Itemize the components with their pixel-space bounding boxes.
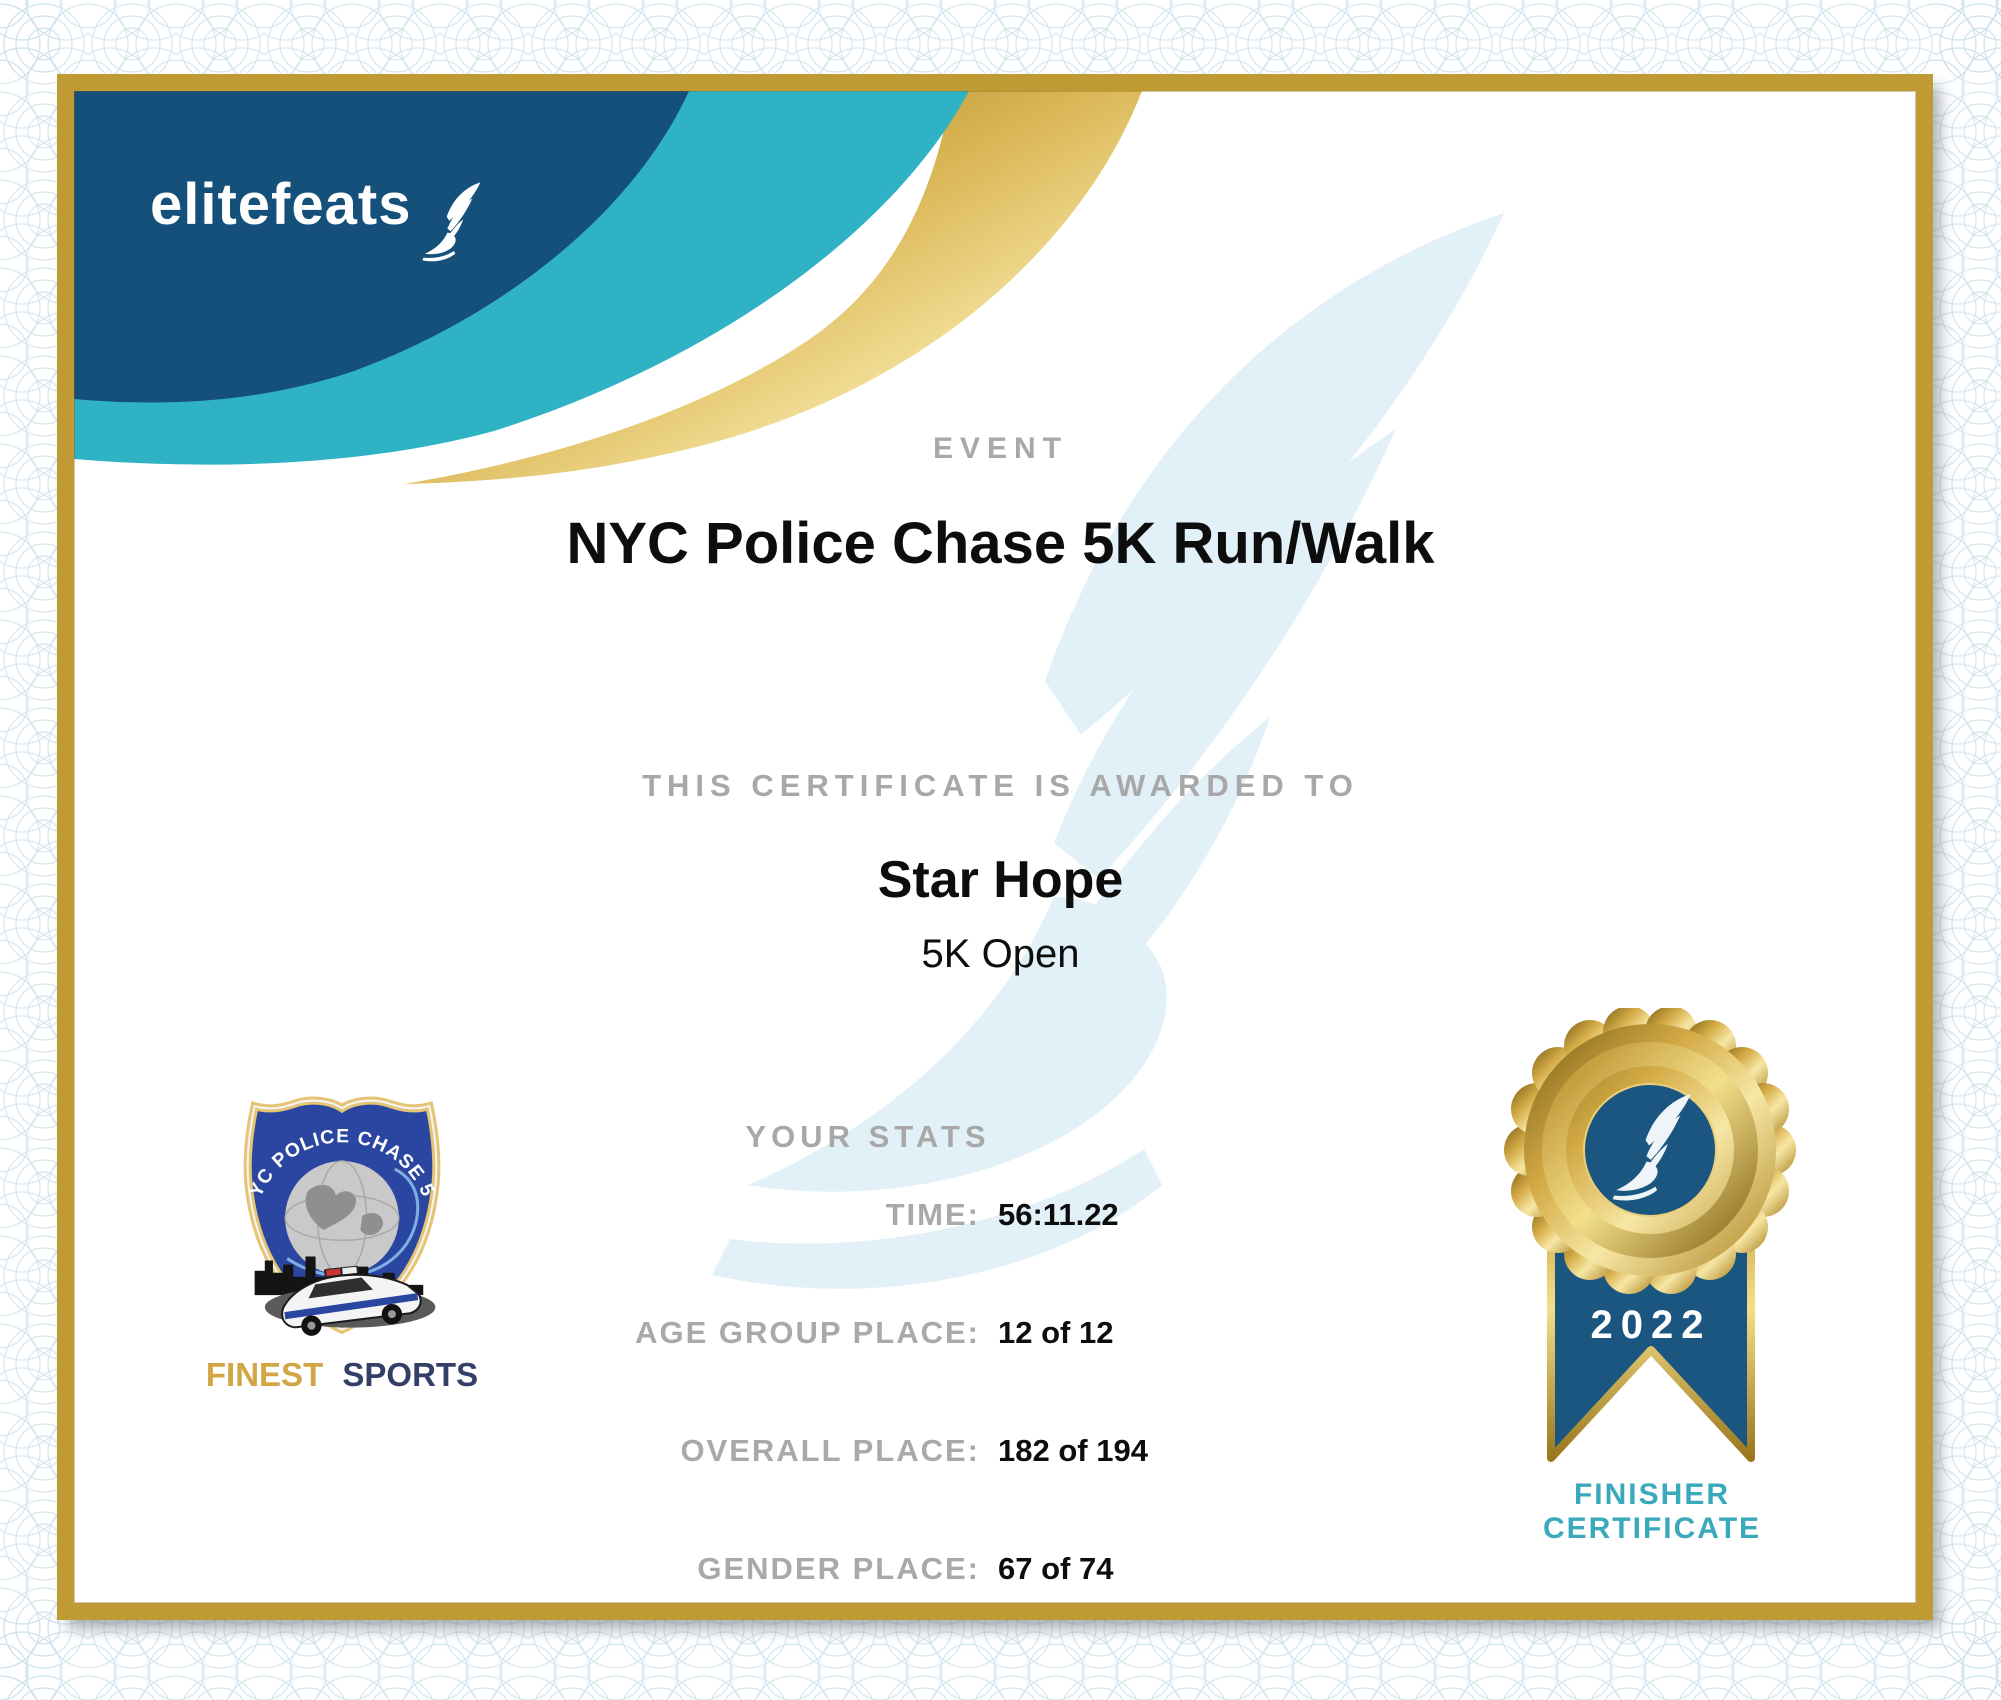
stat-value: 182 of 194 [998,1433,1148,1468]
police-car [281,1265,422,1336]
finisher-caption: FINISHER CERTIFICATE [1452,1478,1852,1546]
winged-foot-icon [417,168,483,280]
medal-rosette [1504,1008,1796,1294]
brand-logo: elitefeats [150,150,483,280]
navy-swoosh-shape [74,91,689,403]
stat-label: OVERALL PLACE: [680,1433,980,1468]
event-heading: EVENT [932,432,1069,465]
brand-logo-text: elitefeats [150,172,412,237]
stat-row-gender-place: GENDER PLACE: 67 of 74 [340,1510,1640,1628]
police-shield-badge: NYC POLICE CHASE 5K [220,1096,441,1336]
header-swoosh [74,91,1142,484]
stat-value: 67 of 74 [998,1551,1114,1586]
globe-continent [360,1213,383,1236]
sponsor-name: FINEST SPORTS [180,1356,504,1394]
finisher-caption-line2: CERTIFICATE [1542,1512,1762,1545]
division-name: 5K Open [921,932,1080,976]
medal-year: 2022 [1591,1303,1712,1347]
stat-label: GENDER PLACE: [697,1551,980,1586]
stat-row-time: TIME: 56:11.22 [340,1156,1640,1274]
stats-list: TIME: 56:11.22 AGE GROUP PLACE: 12 of 12… [340,1156,1640,1628]
gold-swoosh-shape [404,91,1142,484]
finisher-caption-line1: FINISHER [1573,1478,1730,1511]
stat-value: 56:11.22 [998,1197,1119,1232]
stat-label: AGE GROUP PLACE: [635,1315,980,1350]
recipient-name: Star Hope [877,851,1124,909]
sponsor-name-primary: FINEST [205,1356,324,1393]
stat-row-age-group-place: AGE GROUP PLACE: 12 of 12 [340,1274,1640,1392]
stat-value: 12 of 12 [998,1315,1114,1350]
event-name: NYC Police Chase 5K Run/Walk [566,511,1435,576]
stats-heading: YOUR STATS [745,1119,991,1154]
globe-continent [305,1184,357,1231]
awarded-heading: THIS CERTIFICATE IS AWARDED TO [642,768,1359,803]
stat-label: TIME: [885,1197,980,1232]
sponsor-name-secondary: SPORTS [342,1356,479,1393]
stat-row-overall-place: OVERALL PLACE: 182 of 194 [340,1392,1640,1510]
finisher-medal: 2022 [1504,1008,1796,1462]
